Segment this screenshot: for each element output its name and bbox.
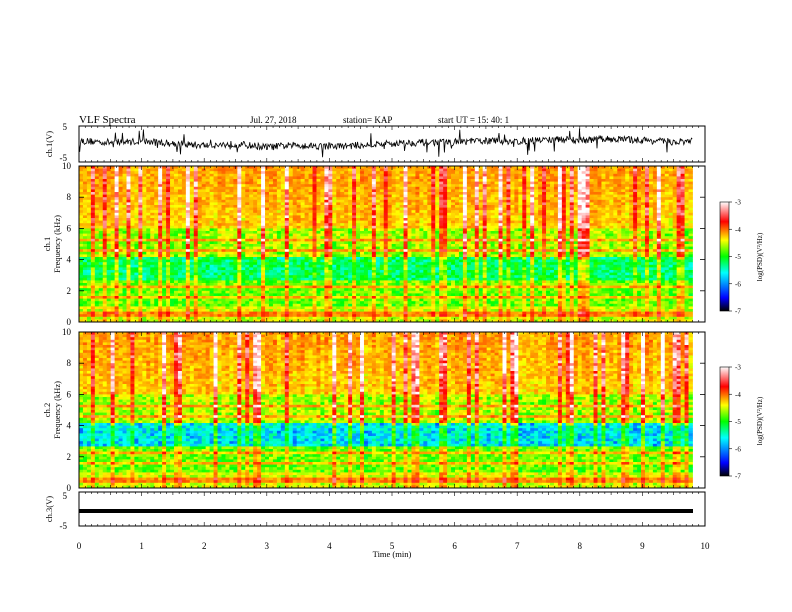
time-tick-label: 5 bbox=[390, 541, 395, 551]
ch1-waveform-panel: 5 -5 ch.1(V) bbox=[44, 122, 706, 163]
yt2-tick-label: 6 bbox=[67, 389, 72, 399]
yt2-tick-label: 8 bbox=[67, 358, 72, 368]
ch1-colorbar-label: log(PSD)(V²/Hz) bbox=[756, 232, 764, 281]
time-axis: 0 1 2 3 4 5 6 7 8 9 10 bbox=[77, 126, 710, 551]
time-tick-label: 9 bbox=[640, 541, 645, 551]
ch2-colorbar-scale bbox=[719, 366, 730, 477]
ch1-colorbar-scale bbox=[719, 201, 730, 312]
colorbar-tick-label: -5 bbox=[735, 418, 741, 426]
colorbar-tick-label: -4 bbox=[735, 391, 741, 399]
yt1-tick-label: 0 bbox=[67, 317, 72, 327]
yt2-tick-label: 0 bbox=[67, 483, 72, 493]
colorbar-tick-label: -3 bbox=[735, 199, 741, 207]
colorbar-tick-label: -6 bbox=[735, 445, 741, 453]
figure-title: VLF Spectra bbox=[79, 114, 136, 126]
station-label: station= KAP bbox=[343, 115, 392, 125]
ch2-colorbar: -3 -4 -5 -6 -7 log(PSD)(V²/Hz) bbox=[719, 364, 764, 481]
yt1-tick-label: 8 bbox=[67, 192, 72, 202]
yt1-tick-label: 6 bbox=[67, 223, 72, 233]
yt2-tick-label: 4 bbox=[67, 421, 72, 431]
time-tick-label: 8 bbox=[578, 541, 583, 551]
ch1-waveform-ylabel: ch.1(V) bbox=[44, 131, 54, 157]
yt1-tick-label: 2 bbox=[67, 286, 72, 296]
time-tick-label: 0 bbox=[77, 541, 82, 551]
colorbar-tick-label: -4 bbox=[735, 226, 741, 234]
ch3-ytick-bottom: -5 bbox=[60, 521, 68, 531]
ch1-frequency-label: Frequency (kHz) bbox=[52, 215, 62, 273]
time-tick-label: 7 bbox=[515, 541, 520, 551]
time-tick-label: 3 bbox=[265, 541, 270, 551]
ch1-waveform-line bbox=[78, 128, 693, 158]
ch1-ytick-bottom: -5 bbox=[60, 153, 68, 163]
ch2-channel-label: ch.2 bbox=[42, 403, 52, 417]
yt1-tick-label: 10 bbox=[62, 161, 72, 171]
ch1-ytick-top: 5 bbox=[63, 122, 68, 132]
ch3-ytick-top: 5 bbox=[63, 491, 68, 501]
time-tick-label: 10 bbox=[701, 541, 711, 551]
ch1-channel-label: ch.1 bbox=[42, 237, 52, 251]
ch2-frequency-label: Frequency (kHz) bbox=[52, 381, 62, 439]
colorbar-tick-label: -6 bbox=[735, 280, 741, 288]
colorbar-tick-label: -3 bbox=[735, 364, 741, 372]
time-tick-label: 6 bbox=[452, 541, 457, 551]
ch3-waveform-line bbox=[79, 509, 693, 513]
ch1-colorbar: -3 -4 -5 -6 -7 log(PSD)(V²/Hz) bbox=[719, 199, 764, 316]
time-tick-label: 4 bbox=[327, 541, 332, 551]
ch2-spectrogram-panel: 0 2 4 6 8 10 ch.2 Frequency (kHz) bbox=[42, 327, 706, 493]
yt2-tick-label: 2 bbox=[67, 452, 72, 462]
start-time-label: start UT = 15: 40: 1 bbox=[438, 115, 509, 125]
ch3-waveform-panel: 5 -5 ch.3(V) bbox=[44, 491, 706, 531]
date-label: Jul. 27, 2018 bbox=[250, 115, 297, 125]
yt2-tick-label: 10 bbox=[62, 327, 72, 337]
time-tick-label: 2 bbox=[202, 541, 207, 551]
colorbar-tick-label: -7 bbox=[735, 308, 741, 316]
time-tick-label: 1 bbox=[139, 541, 144, 551]
ch2-spectrogram-image bbox=[79, 332, 693, 489]
ch1-spectrogram-panel: 0 2 4 6 8 10 ch.1 Frequency (kHz) bbox=[42, 161, 706, 327]
time-axis-label: Time (min) bbox=[373, 549, 412, 559]
ch1-spectrogram-image bbox=[79, 166, 693, 323]
ch3-waveform-ylabel: ch.3(V) bbox=[44, 496, 54, 522]
ch2-colorbar-label: log(PSD)(V²/Hz) bbox=[756, 396, 764, 445]
colorbar-tick-label: -7 bbox=[735, 473, 741, 481]
yt1-tick-label: 4 bbox=[67, 255, 72, 265]
colorbar-tick-label: -5 bbox=[735, 253, 741, 261]
